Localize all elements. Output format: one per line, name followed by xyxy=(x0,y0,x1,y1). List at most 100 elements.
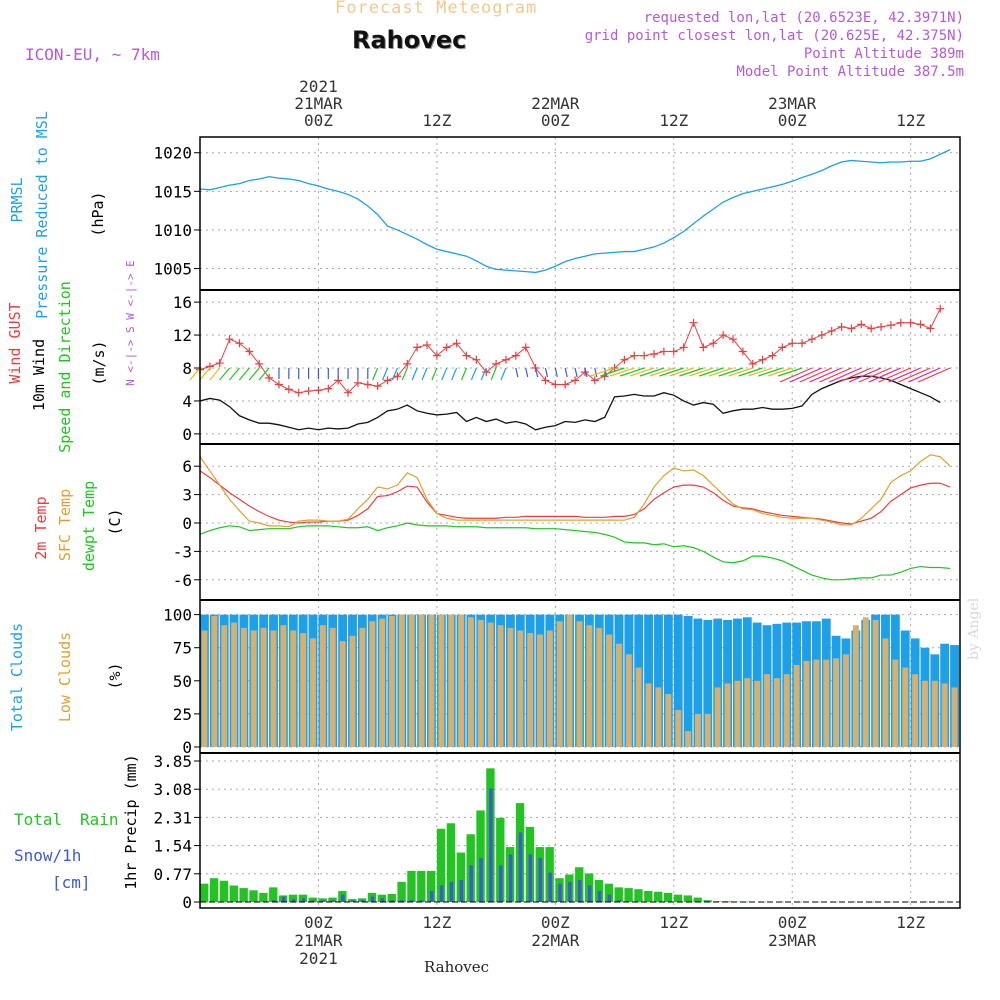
low-cloud-bar xyxy=(823,659,830,747)
rain-bar xyxy=(654,891,663,902)
wind-direction-arrow xyxy=(848,367,882,383)
gust-marker xyxy=(294,388,303,397)
y-tick-label: 16 xyxy=(173,293,192,312)
rain-bar xyxy=(219,880,229,902)
footer-place: Rahovec xyxy=(424,958,490,976)
y-label-sfc: SFC Temp xyxy=(56,489,74,561)
rain-bar xyxy=(644,891,653,902)
wind-direction-arrow xyxy=(604,367,608,378)
gust-marker xyxy=(640,351,649,360)
low-cloud-bar xyxy=(635,667,642,747)
gust-marker xyxy=(432,351,441,360)
y-tick-label: -3 xyxy=(173,542,192,561)
low-cloud-bar xyxy=(487,622,494,747)
snow-bar xyxy=(331,900,335,902)
low-cloud-bar xyxy=(734,680,741,747)
wind-direction-arrow xyxy=(564,367,568,378)
snow-bar xyxy=(469,865,473,902)
y-tick-label: 8 xyxy=(182,359,192,378)
low-cloud-bar xyxy=(339,641,346,747)
wind-direction-arrow xyxy=(229,367,240,381)
low-cloud-bar xyxy=(240,627,247,747)
time-label-bottom: 23MAR xyxy=(768,931,817,950)
wind-direction-arrow xyxy=(594,367,598,378)
rain-bar xyxy=(673,894,683,902)
snow-bar xyxy=(597,891,602,902)
low-cloud-bar xyxy=(941,683,948,747)
y-tick-label: 3.85 xyxy=(153,752,192,771)
low-cloud-bar xyxy=(783,674,790,747)
low-cloud-bar xyxy=(270,630,277,747)
y-label-temp2m: 2m Temp xyxy=(32,496,50,559)
wind-direction-arrow xyxy=(639,367,665,377)
gust-marker xyxy=(738,347,747,356)
model-altitude: Model Point Altitude 387.5m xyxy=(736,64,964,80)
low-cloud-bar xyxy=(843,654,849,747)
y-tick-label: 0 xyxy=(182,425,192,444)
wind-direction-arrow xyxy=(451,367,458,381)
low-cloud-bar xyxy=(882,638,889,747)
low-cloud-bar xyxy=(793,664,800,747)
y-unit-label: 1hr Precip (mm) xyxy=(122,754,140,889)
gust-marker xyxy=(353,378,362,387)
wind-direction-arrow xyxy=(431,367,438,381)
time-label-bottom: 12Z xyxy=(896,913,925,932)
wind-direction-arrow xyxy=(515,367,519,378)
low-cloud-bar xyxy=(408,614,415,747)
requested-coords: requested lon,lat (20.6523E, 42.3971N) xyxy=(643,10,964,26)
wind-direction-arrow xyxy=(470,367,477,381)
low-cloud-bar xyxy=(912,674,919,747)
wind-direction-arrow xyxy=(372,367,379,381)
gust-marker xyxy=(314,386,323,395)
y-label-pressure: Pressure Reduced to MSL xyxy=(33,111,51,319)
snow-bar xyxy=(291,899,296,902)
low-cloud-bar xyxy=(852,625,859,747)
gust-marker xyxy=(877,322,886,331)
gust-marker xyxy=(926,324,935,333)
low-cloud-bar xyxy=(951,687,958,747)
gust-marker xyxy=(442,343,451,352)
wind-direction-arrow xyxy=(401,367,408,381)
wind-direction-arrow xyxy=(584,367,588,378)
model-label: ICON-EU, ~ 7km xyxy=(25,45,160,64)
gust-marker xyxy=(659,347,668,356)
low-cloud-bar xyxy=(665,694,672,747)
wind-direction-arrow xyxy=(544,367,549,378)
gust-marker xyxy=(906,318,915,327)
low-cloud-bar xyxy=(369,621,376,747)
rain-bar xyxy=(200,883,209,902)
wind-direction-arrow xyxy=(480,367,487,381)
gust-marker xyxy=(304,387,313,396)
low-cloud-bar xyxy=(260,627,267,747)
wind-direction-arrow xyxy=(238,367,250,381)
wind-direction-arrow xyxy=(600,367,625,377)
wind-direction-arrow xyxy=(574,367,578,378)
y-label-wind: 10m Wind xyxy=(30,339,48,411)
y-label-gust: Wind GUST xyxy=(6,302,24,383)
wind-direction-arrow xyxy=(199,367,211,381)
snow-bar xyxy=(272,900,276,902)
low-cloud-bar xyxy=(744,678,751,747)
rain-bar xyxy=(209,878,219,902)
gust-marker xyxy=(215,359,224,368)
gust-marker xyxy=(630,351,639,360)
wind-direction-arrow xyxy=(858,367,892,383)
low-cloud-bar xyxy=(872,619,879,747)
gust-marker xyxy=(778,343,787,352)
total-cloud-bar xyxy=(654,614,663,747)
wind-direction-arrow xyxy=(917,367,951,383)
low-cloud-bar xyxy=(537,634,543,747)
gust-marker xyxy=(452,339,461,348)
wind-direction-arrow xyxy=(669,367,694,377)
panel-temperature: -6 -3 0 3 6 2m Temp SFC Temp dewpt Temp (C) xyxy=(32,444,960,600)
low-cloud-bar xyxy=(724,683,731,747)
pressure-line xyxy=(199,149,951,274)
snow-bar xyxy=(548,872,552,902)
low-cloud-bar xyxy=(211,615,218,747)
low-cloud-bar xyxy=(310,638,316,747)
y-tick-label: 50 xyxy=(173,672,192,691)
panel-pressure: 1005 1010 1015 1020 PRMSL Pressure Reduced to… xyxy=(8,111,960,319)
gust-marker xyxy=(284,385,293,394)
low-cloud-bar xyxy=(645,683,652,747)
